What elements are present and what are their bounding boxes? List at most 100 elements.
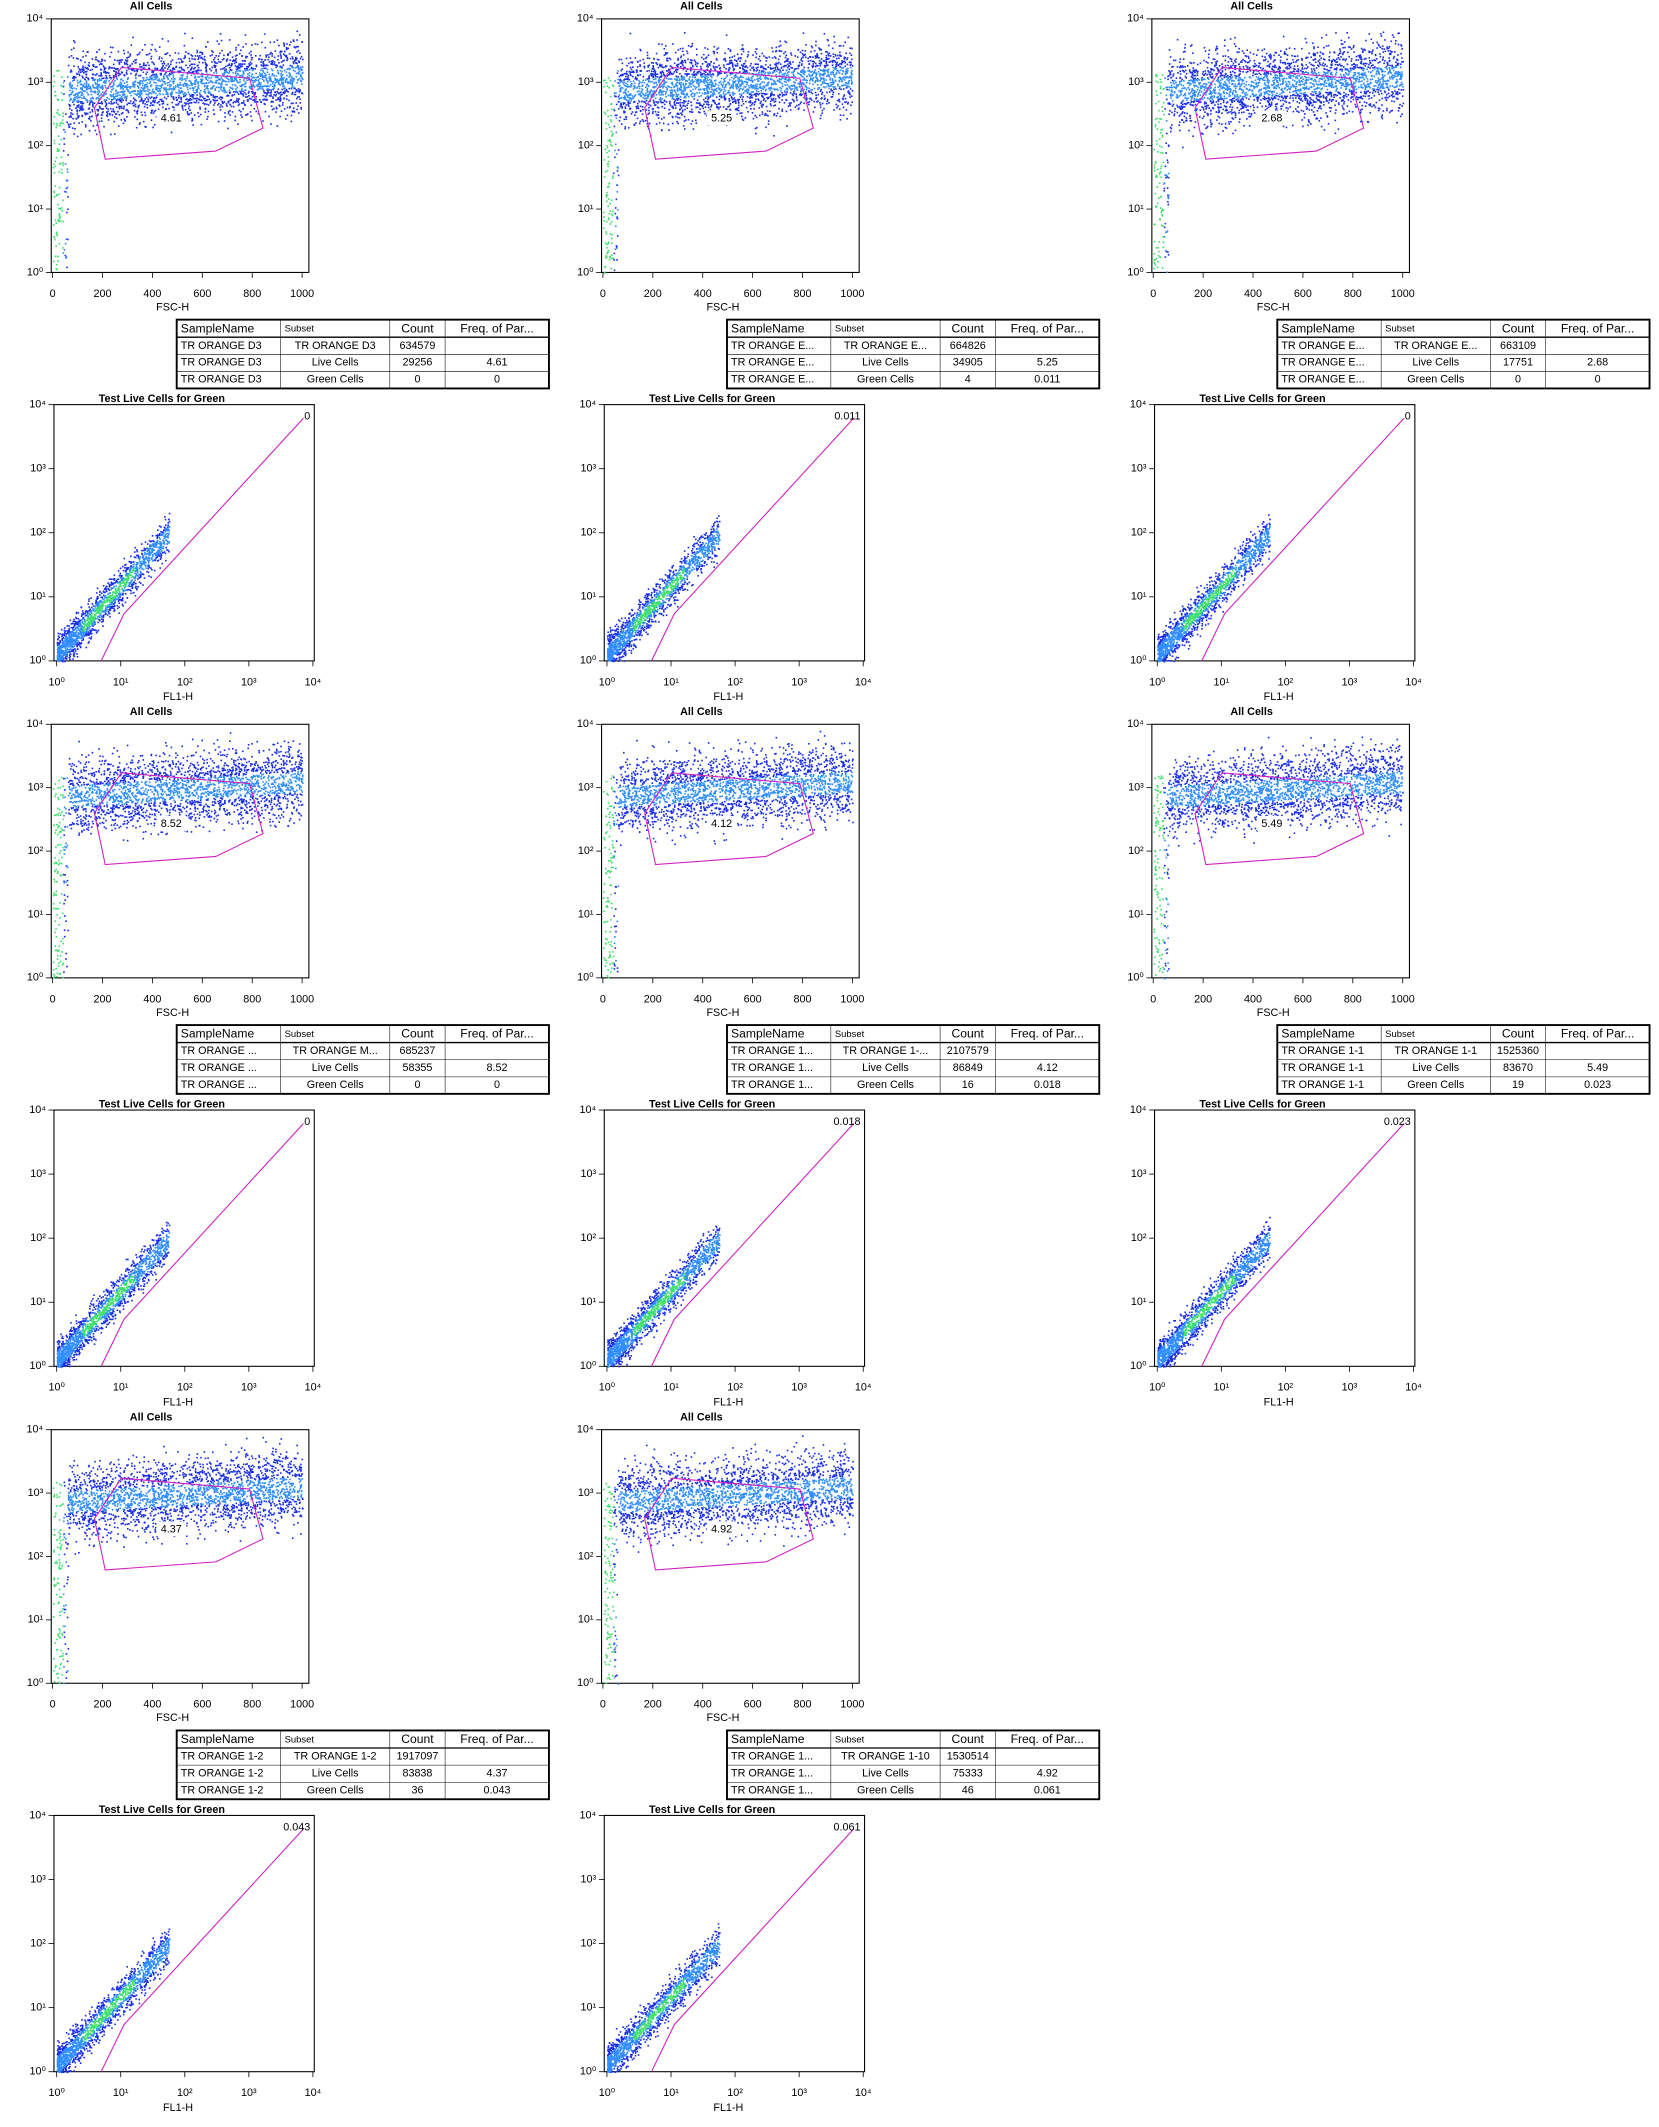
y-tick-label: 10¹ — [578, 908, 594, 920]
table-header: Subset — [835, 324, 865, 335]
table-header: SampleName — [181, 1027, 255, 1041]
y-tick-label: 10² — [581, 1937, 597, 1949]
table-cell: 75333 — [953, 1767, 983, 1779]
plot-title: Test Live Cells for Green — [649, 1804, 775, 1816]
y-tick-label: 10² — [578, 1550, 594, 1562]
table-cell: 4.61 — [487, 357, 508, 369]
event-density — [56, 512, 171, 663]
y-tick-label: 10³ — [1131, 1168, 1147, 1180]
plot-frame — [601, 1429, 860, 1684]
event-density — [62, 1477, 304, 1685]
x-axis-label: FL1-H — [163, 2102, 193, 2114]
table-header: SampleName — [731, 1732, 805, 1746]
y-tick-label: 10³ — [28, 782, 44, 794]
table-cell: TR ORANGE E... — [731, 340, 814, 352]
y-tick-label: 10³ — [30, 463, 46, 475]
y-tick-label: 10⁴ — [577, 1424, 594, 1436]
table-cell: Green Cells — [307, 374, 364, 386]
x-tick-label: 0 — [600, 1699, 606, 1711]
x-tick-label: 1000 — [290, 1699, 314, 1711]
table-cell: TR ORANGE 1... — [731, 1751, 813, 1763]
y-tick-label: 10² — [581, 527, 597, 539]
event-density — [56, 1938, 171, 2074]
x-tick-label: 600 — [193, 1699, 211, 1711]
table-cell: Live Cells — [1412, 1062, 1459, 1074]
table-cell: TR ORANGE ... — [181, 1079, 257, 1091]
y-tick-label: 10³ — [1128, 782, 1144, 794]
table-cell: Live Cells — [1412, 357, 1459, 369]
event-density — [612, 771, 854, 965]
plot-title: All Cells — [680, 706, 723, 718]
y-tick-label: 10³ — [578, 76, 594, 88]
green-gate — [100, 1828, 304, 2072]
plot-title: Test Live Cells for Green — [649, 1098, 775, 1110]
table-cell: 0 — [1595, 374, 1601, 386]
table-header: Count — [952, 321, 985, 335]
table-cell: TR ORANGE 1-1 — [1281, 1045, 1364, 1057]
table-cell: TR ORANGE E... — [731, 357, 814, 369]
table-header: Count — [401, 1027, 434, 1041]
table-cell: Green Cells — [307, 1079, 364, 1091]
table-cell: Live Cells — [312, 1062, 359, 1074]
x-tick-label: 600 — [1294, 288, 1312, 300]
x-tick-label: 200 — [644, 1699, 662, 1711]
gate-label: 5.25 — [711, 113, 732, 125]
x-axis-label: FSC-H — [1257, 301, 1290, 313]
y-tick-label: 10² — [1131, 527, 1147, 539]
plot-title: All Cells — [1230, 706, 1273, 718]
table-cell: 4 — [965, 374, 971, 386]
table-cell: 16 — [962, 1079, 974, 1091]
live-gate — [644, 772, 814, 866]
event-density — [607, 1923, 721, 2074]
plot-title: All Cells — [130, 706, 173, 718]
event-density — [63, 1436, 304, 1679]
event-density — [1183, 1276, 1236, 1337]
table-cell: 634579 — [399, 340, 435, 352]
x-tick-label: 10³ — [1342, 1382, 1358, 1394]
table-cell: 0 — [494, 1079, 500, 1091]
x-tick-label: 10¹ — [663, 1382, 679, 1394]
event-density — [1157, 1231, 1271, 1368]
x-tick-label: 10⁴ — [305, 2087, 322, 2099]
x-tick-label: 0 — [50, 1699, 56, 1711]
event-density — [52, 776, 65, 979]
x-tick-label: 10¹ — [1214, 676, 1230, 688]
y-tick-label: 10² — [28, 140, 44, 152]
x-tick-label: 10² — [727, 676, 743, 688]
x-tick-label: 800 — [243, 1699, 261, 1711]
event-density — [607, 1225, 721, 1368]
table-cell: 0 — [1515, 374, 1521, 386]
table-header: Subset — [1385, 1029, 1415, 1040]
x-tick-label: 200 — [94, 993, 112, 1005]
table-cell: TR ORANGE ... — [181, 1045, 257, 1057]
x-tick-label: 800 — [243, 993, 261, 1005]
y-tick-label: 10⁰ — [30, 655, 47, 667]
x-tick-label: 600 — [744, 1699, 762, 1711]
live-gate — [93, 1477, 264, 1571]
table-cell: TR ORANGE E... — [1394, 340, 1477, 352]
plot-title: Test Live Cells for Green — [1199, 1098, 1325, 1110]
x-tick-label: 10³ — [791, 1382, 807, 1394]
event-density — [603, 1482, 615, 1685]
y-tick-label: 10⁰ — [577, 972, 594, 984]
table-cell: 5.25 — [1037, 357, 1058, 369]
y-tick-label: 10⁴ — [1127, 718, 1144, 730]
x-tick-label: 800 — [1344, 993, 1362, 1005]
table-header: Freq. of Par... — [1561, 1027, 1634, 1041]
table-header: SampleName — [1281, 1027, 1355, 1041]
plot-frame — [601, 18, 860, 273]
table-cell: 8.52 — [487, 1062, 508, 1074]
x-axis-label: FSC-H — [706, 1712, 739, 1724]
green-gate — [100, 1123, 304, 1367]
gate-label: 0 — [304, 1116, 310, 1128]
plot-frame — [50, 1429, 310, 1684]
y-tick-label: 10⁴ — [577, 718, 594, 730]
table-cell: TR ORANGE E... — [1281, 340, 1364, 352]
x-tick-label: 10² — [177, 1382, 193, 1394]
y-tick-label: 10⁴ — [29, 1809, 46, 1821]
event-density — [1163, 31, 1405, 258]
live-gate — [1194, 772, 1365, 866]
